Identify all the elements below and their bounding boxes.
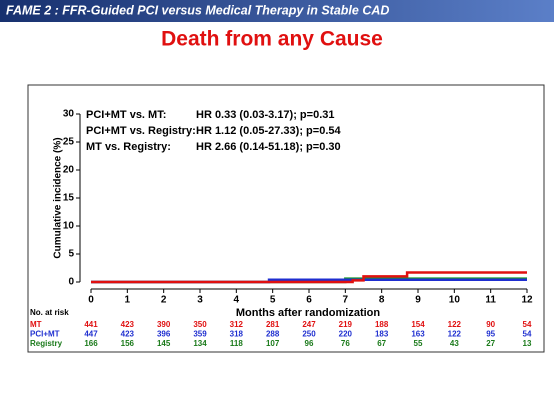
risk-count: 122 xyxy=(448,330,462,339)
risk-row-name: Registry xyxy=(30,339,63,348)
risk-count: 118 xyxy=(230,339,243,348)
header-bar xyxy=(0,0,554,22)
x-tick-label: 8 xyxy=(379,295,385,306)
risk-count: 90 xyxy=(486,320,495,329)
x-tick-label: 0 xyxy=(88,295,94,306)
risk-count: 76 xyxy=(341,339,350,348)
risk-count: 359 xyxy=(193,330,207,339)
risk-count: 13 xyxy=(523,339,532,348)
risk-table-title: No. at risk xyxy=(30,308,69,317)
chart-title: Death from any Cause xyxy=(161,28,383,51)
risk-count: 122 xyxy=(448,320,462,329)
risk-count: 390 xyxy=(157,320,171,329)
risk-count: 423 xyxy=(121,330,135,339)
x-tick-label: 10 xyxy=(449,295,461,306)
annotation-text: HR 0.33 (0.03-3.17); p=0.31 xyxy=(196,109,335,121)
x-tick-label: 11 xyxy=(485,295,496,306)
risk-count: 96 xyxy=(305,339,314,348)
x-tick-label: 9 xyxy=(415,295,421,306)
risk-count: 27 xyxy=(486,339,495,348)
series-line xyxy=(91,271,527,284)
risk-count: 95 xyxy=(486,330,495,339)
y-tick-label: 15 xyxy=(63,193,75,204)
risk-count: 166 xyxy=(84,339,98,348)
risk-count: 447 xyxy=(84,330,98,339)
x-tick-label: 12 xyxy=(521,295,533,306)
risk-count: 318 xyxy=(230,330,244,339)
risk-count: 281 xyxy=(266,320,280,329)
header-title: FAME 2 : FFR-Guided PCI versus Medical T… xyxy=(6,3,389,17)
risk-count: 43 xyxy=(450,339,459,348)
risk-count: 220 xyxy=(339,330,353,339)
risk-count: 247 xyxy=(302,320,316,329)
annotation-label: MT vs. Registry: xyxy=(86,141,171,153)
risk-count: 288 xyxy=(266,330,280,339)
risk-row-name: PCI+MT xyxy=(30,330,60,339)
x-tick-label: 3 xyxy=(197,295,203,306)
risk-count: 250 xyxy=(302,330,316,339)
annotation-label: PCI+MT vs. MT: xyxy=(86,109,166,121)
risk-count: 54 xyxy=(523,320,532,329)
risk-count: 188 xyxy=(375,320,389,329)
risk-count: 107 xyxy=(266,339,280,348)
risk-count: 156 xyxy=(121,339,135,348)
y-tick-label: 25 xyxy=(63,137,75,148)
y-tick-label: 10 xyxy=(63,221,75,232)
x-tick-label: 2 xyxy=(161,295,167,306)
y-tick-label: 20 xyxy=(63,165,75,176)
risk-count: 54 xyxy=(523,330,532,339)
risk-count: 350 xyxy=(193,320,207,329)
risk-count: 145 xyxy=(157,339,171,348)
risk-count: 312 xyxy=(230,320,244,329)
x-axis-label: Months after randomization xyxy=(236,307,381,319)
y-tick-label: 30 xyxy=(63,109,75,120)
annotation-text: HR 1.12 (0.05-27.33); p=0.54 xyxy=(196,125,341,137)
risk-count: 67 xyxy=(377,339,386,348)
risk-count: 219 xyxy=(339,320,353,329)
y-tick-label: 0 xyxy=(68,277,74,288)
risk-count: 134 xyxy=(193,339,207,348)
y-tick-label: 5 xyxy=(68,249,74,260)
y-axis-label: Cumulative incidence (%) xyxy=(53,137,64,258)
risk-count: 396 xyxy=(157,330,171,339)
x-tick-label: 5 xyxy=(270,295,276,306)
risk-count: 183 xyxy=(375,330,389,339)
x-tick-label: 6 xyxy=(306,295,312,306)
risk-row-name: MT xyxy=(30,320,42,329)
risk-count: 441 xyxy=(84,320,98,329)
x-tick-label: 4 xyxy=(234,295,240,306)
risk-count: 423 xyxy=(121,320,135,329)
annotation-label: PCI+MT vs. Registry: xyxy=(86,125,196,137)
annotation-text: HR 2.66 (0.14-51.18); p=0.30 xyxy=(196,141,341,153)
chart-frame xyxy=(27,84,545,353)
x-tick-label: 7 xyxy=(343,295,349,306)
risk-count: 163 xyxy=(411,330,425,339)
risk-count: 55 xyxy=(414,339,423,348)
risk-count: 154 xyxy=(411,320,425,329)
x-tick-label: 1 xyxy=(125,295,131,306)
